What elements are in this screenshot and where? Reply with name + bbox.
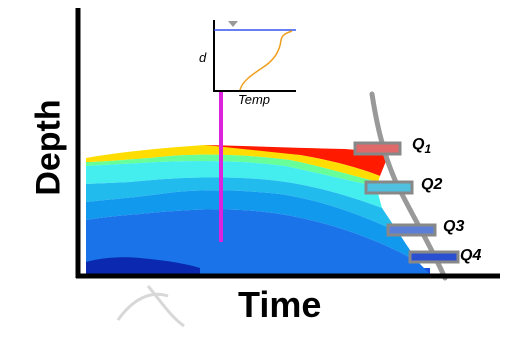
- bank-slope-line: [369, 91, 448, 281]
- y-axis-title: Depth: [29, 99, 68, 196]
- x-axis-title: Time: [238, 284, 322, 325]
- inset-temperature-profile: [239, 30, 293, 91]
- water-layer-2: [86, 145, 380, 182]
- probe-label-q1: Q1: [412, 136, 432, 157]
- inset-surface-marker: [228, 21, 238, 27]
- probe-bar-q2: [364, 180, 414, 195]
- inset-y-label: d: [199, 50, 207, 65]
- inset-x-label: Temp: [238, 92, 271, 107]
- probe-label-q4: Q4: [460, 247, 482, 264]
- temperature-inset: [213, 20, 296, 92]
- probe-bar-q3: [386, 223, 437, 237]
- probe-label-q2: Q2: [421, 176, 443, 193]
- probe-bar-q1: [353, 141, 402, 156]
- water-layer-3: [86, 154, 378, 186]
- probe-bars: [353, 141, 460, 264]
- water-layer-6: [86, 190, 418, 262]
- water-layer-5: [86, 177, 398, 232]
- water-layers: [86, 145, 430, 274]
- probe-label-q3: Q3: [443, 218, 465, 235]
- water-layer-8: [86, 257, 200, 274]
- watermark-shape: [116, 285, 185, 328]
- probe-bar-q4: [408, 250, 460, 264]
- water-layer-1: [205, 145, 388, 176]
- water-layer-7: [86, 209, 430, 274]
- water-layer-4: [86, 161, 382, 208]
